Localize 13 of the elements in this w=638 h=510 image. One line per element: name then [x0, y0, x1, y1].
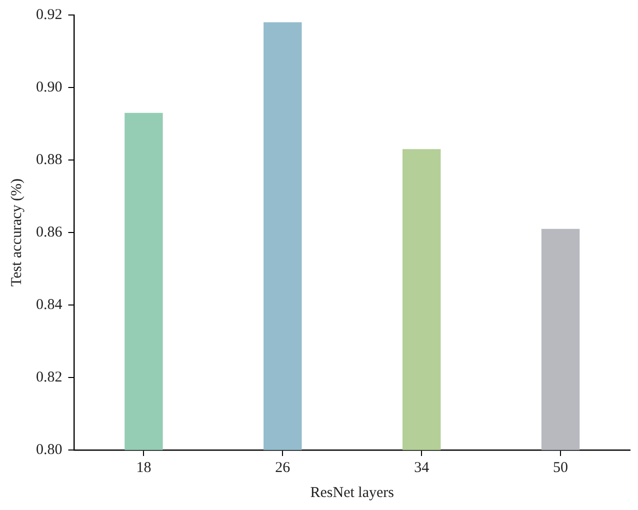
x-tick-label: 26 [275, 460, 291, 476]
y-tick-label: 0.80 [36, 442, 62, 458]
x-tick-label: 18 [136, 460, 152, 476]
y-tick-label: 0.82 [36, 369, 62, 386]
y-axis-title: Test accuracy (%) [8, 178, 25, 287]
x-tick-label: 50 [553, 460, 568, 476]
y-tick-label: 0.88 [36, 152, 62, 168]
y-tick-label: 0.84 [36, 296, 63, 313]
y-tick-label: 0.86 [36, 224, 63, 240]
y-tick-label: 0.92 [36, 6, 62, 23]
y-tick-label: 0.90 [36, 79, 62, 96]
x-tick-label: 34 [414, 460, 430, 476]
x-axis-title: ResNet layers [310, 484, 394, 501]
